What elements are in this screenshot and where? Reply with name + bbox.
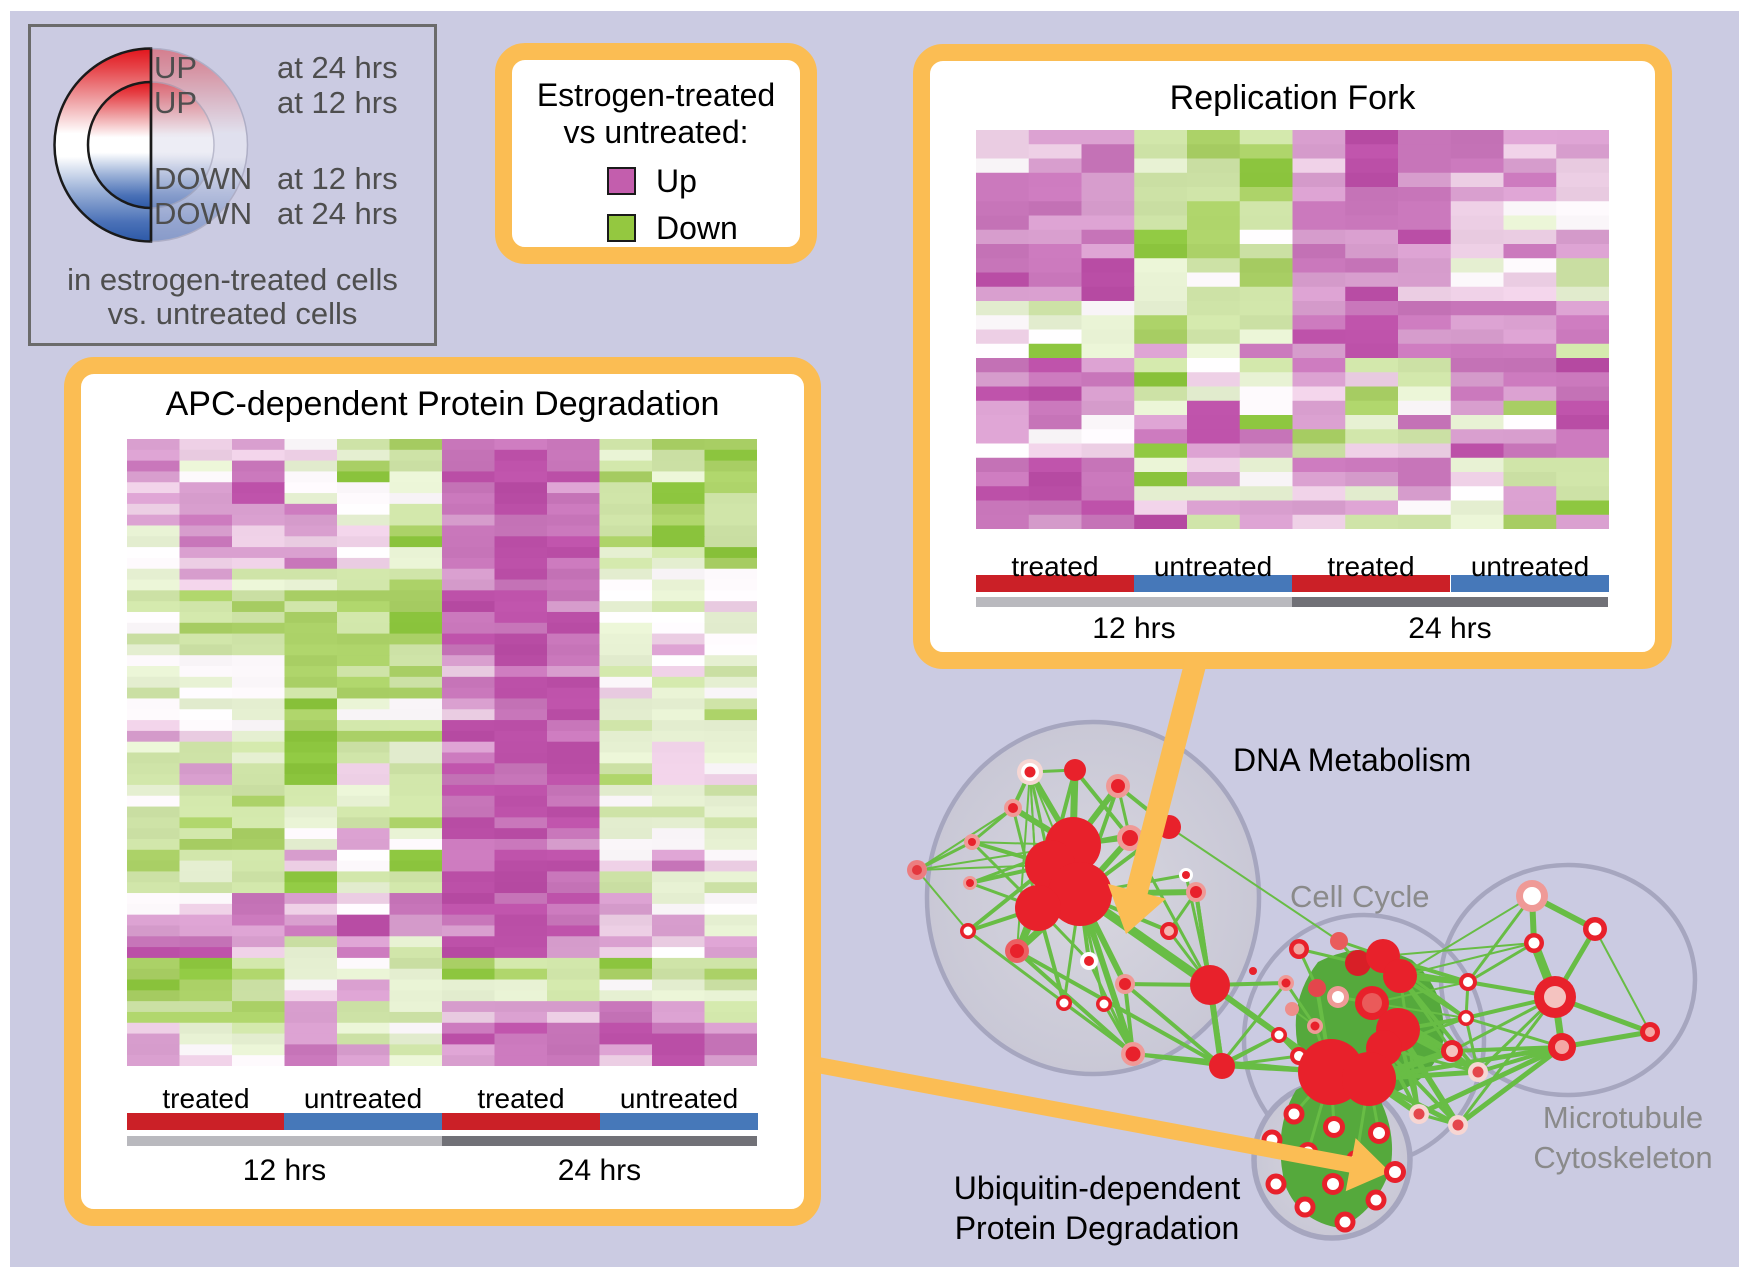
svg-text:Cell Cycle: Cell Cycle	[1290, 879, 1430, 914]
svg-text:Microtubule: Microtubule	[1543, 1100, 1703, 1135]
svg-text:Protein Degradation: Protein Degradation	[955, 1210, 1240, 1246]
svg-text:DNA Metabolism: DNA Metabolism	[1233, 742, 1471, 778]
svg-text:Cytoskeleton: Cytoskeleton	[1533, 1140, 1712, 1175]
svg-text:Ubiquitin-dependent: Ubiquitin-dependent	[954, 1170, 1241, 1206]
